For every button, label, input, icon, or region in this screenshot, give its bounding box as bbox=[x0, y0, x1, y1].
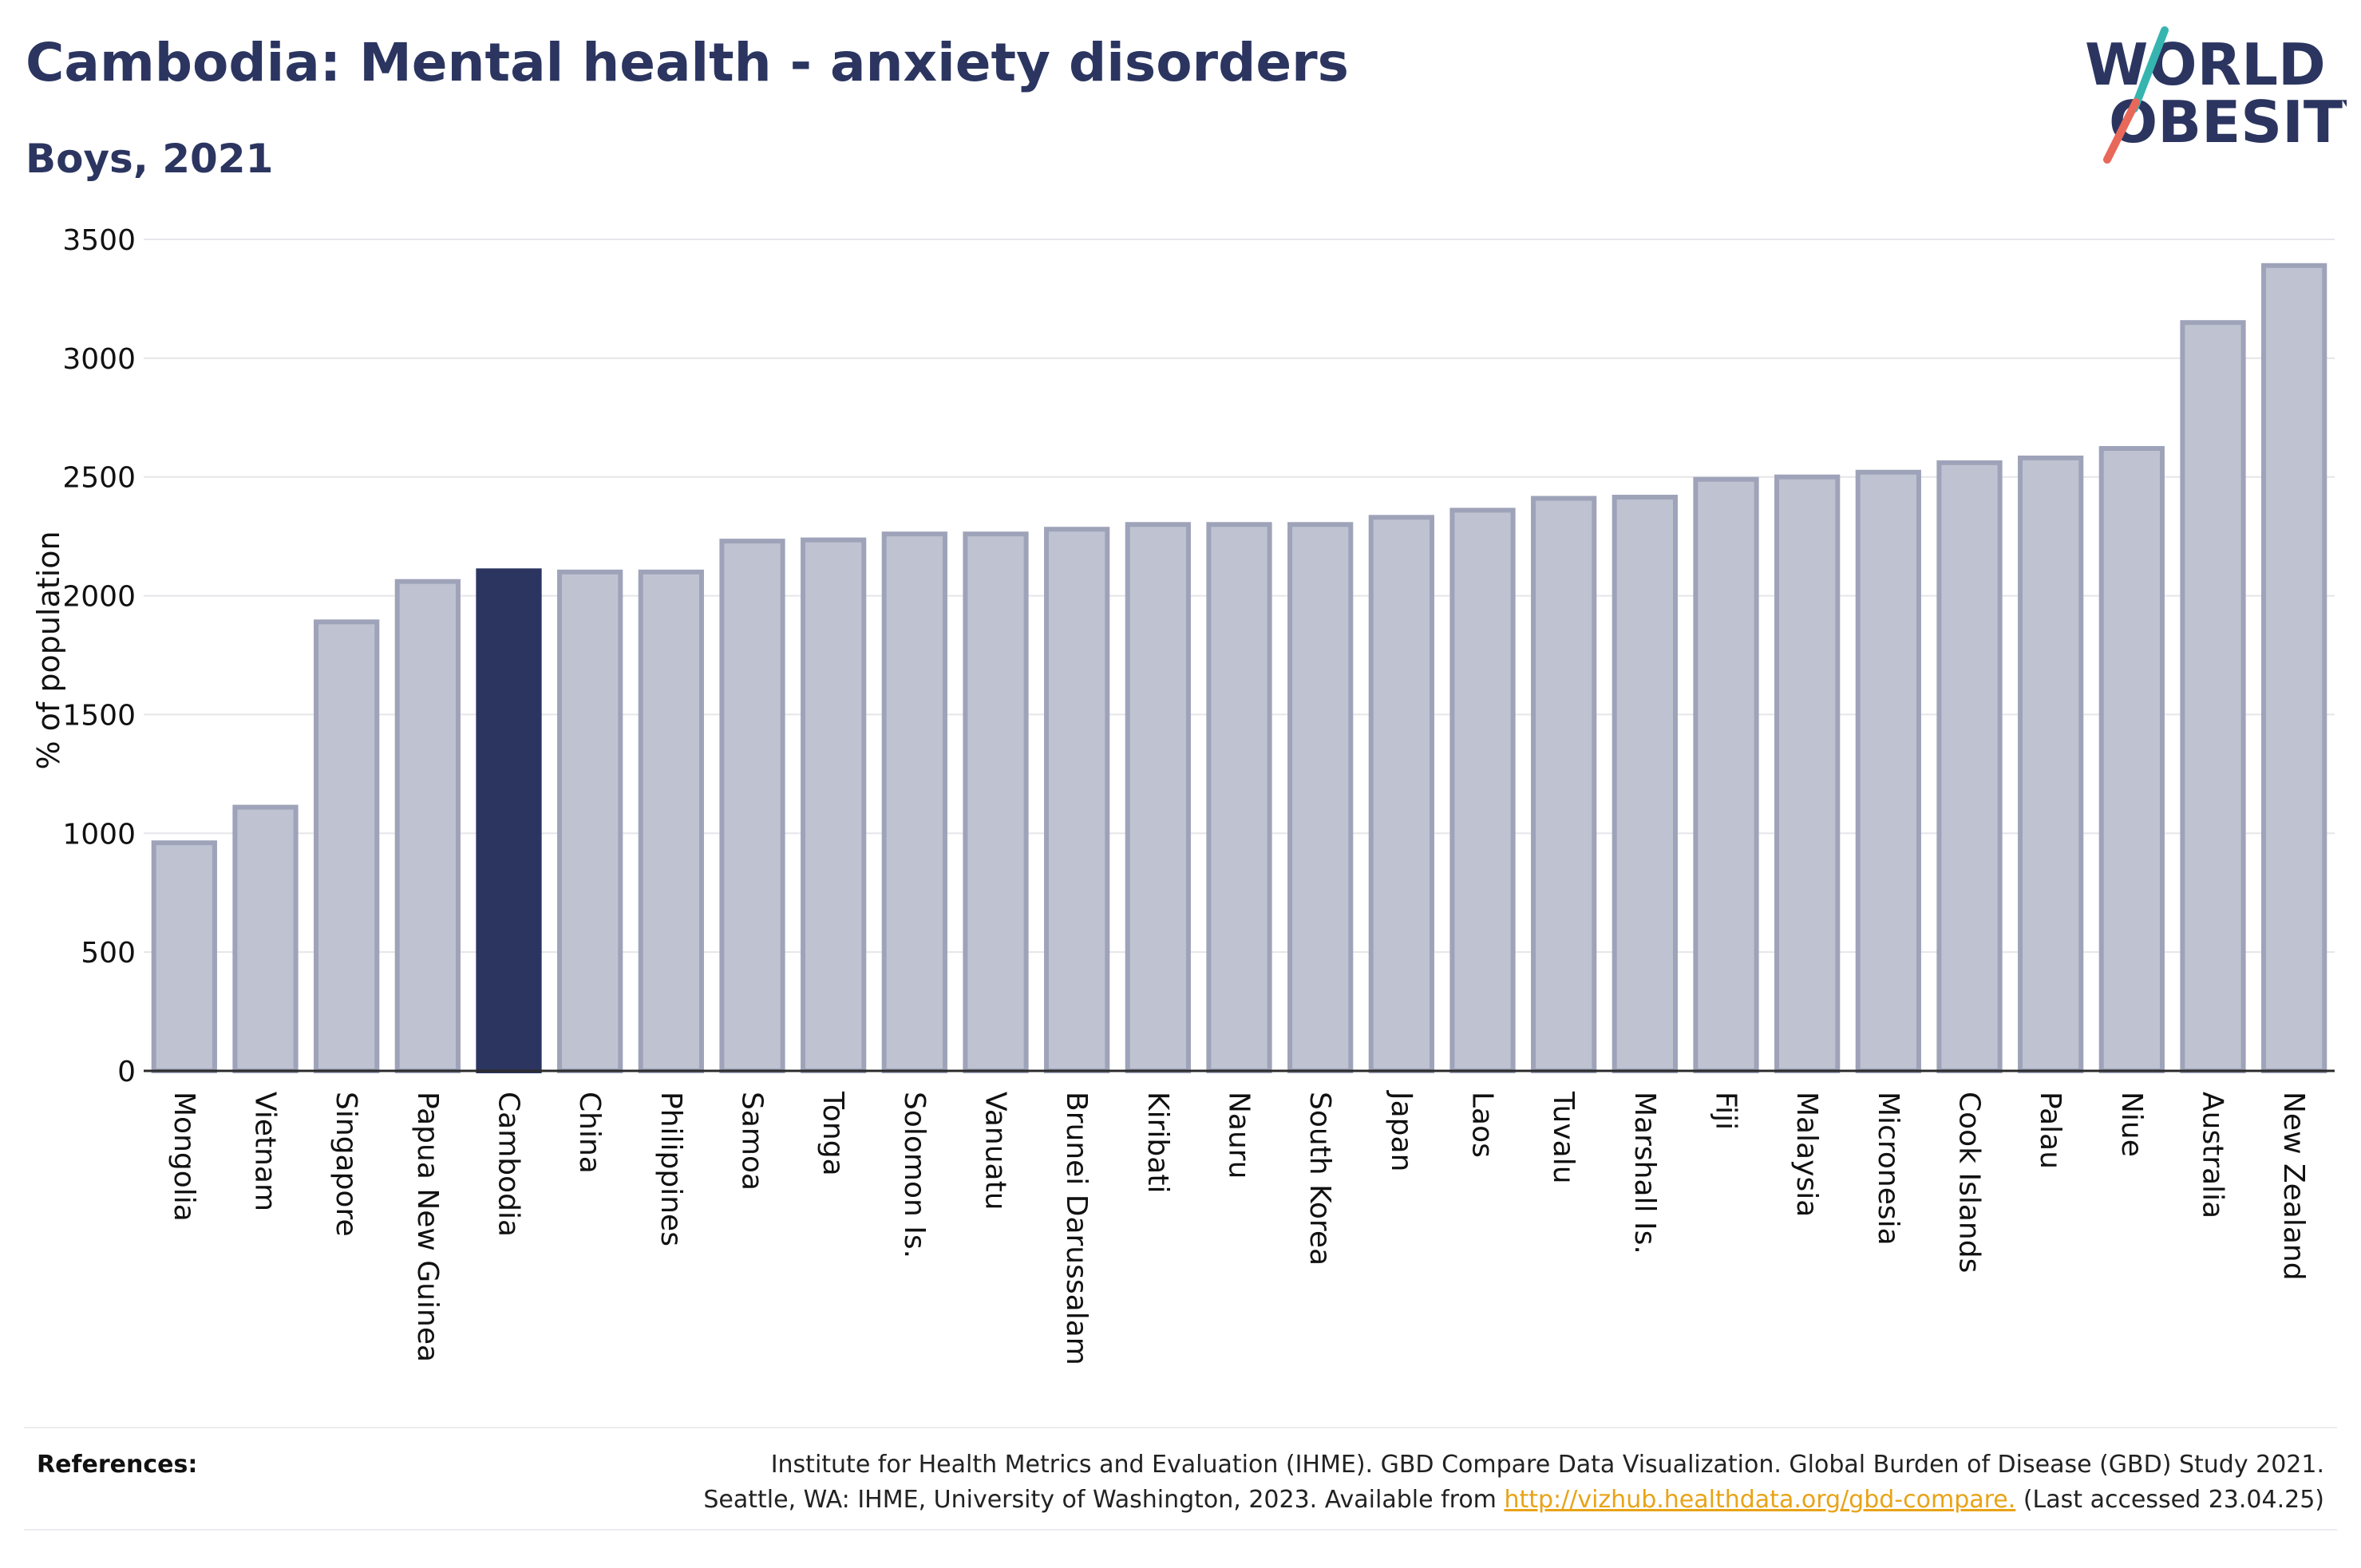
bar-south-korea bbox=[1287, 522, 1354, 1073]
y-tick-label: 3000 bbox=[62, 343, 136, 376]
bar-solomon-is bbox=[881, 531, 947, 1073]
logo-word-world: WORLD bbox=[2085, 31, 2326, 98]
logo-slash-teal bbox=[2130, 26, 2169, 113]
x-tick-label: Solomon Is. bbox=[898, 1092, 931, 1258]
bar-kiribati bbox=[1125, 522, 1191, 1073]
x-tick-label: Cook Islands bbox=[1953, 1092, 1986, 1273]
y-axis-ticks: 0 500 1000 1500 2000 2500 3000 3500 bbox=[62, 224, 136, 1088]
y-axis-label: % of population bbox=[31, 531, 66, 769]
bar-fiji bbox=[1693, 476, 1759, 1073]
bar-vanuatu bbox=[963, 531, 1029, 1073]
logo-word-obesity: OBESITY bbox=[2109, 89, 2347, 156]
bar-samoa bbox=[719, 539, 785, 1073]
chart-subtitle: Boys, 2021 bbox=[26, 136, 274, 182]
y-tick-label: 500 bbox=[81, 937, 136, 970]
bar-brunei-darussalam bbox=[1044, 527, 1110, 1073]
x-tick-label: Fiji bbox=[1710, 1092, 1742, 1130]
bar-marshall-is bbox=[1612, 495, 1678, 1073]
x-tick-label: Malaysia bbox=[1790, 1092, 1823, 1217]
x-tick-label: Kiribati bbox=[1141, 1092, 1174, 1193]
x-tick-label: Nauru bbox=[1223, 1092, 1256, 1179]
reference-link[interactable]: http://vizhub.healthdata.org/gbd-compare… bbox=[1504, 1486, 2016, 1514]
references-label: References: bbox=[37, 1451, 198, 1479]
x-tick-label: Samoa bbox=[736, 1092, 769, 1191]
x-tick-label: Singapore bbox=[330, 1092, 362, 1237]
bar-cambodia bbox=[476, 568, 542, 1073]
chart-title: Cambodia: Mental health - anxiety disord… bbox=[26, 32, 1349, 93]
y-tick-label: 2000 bbox=[62, 581, 136, 614]
references-section: References: Institute for Health Metrics… bbox=[24, 1427, 2337, 1530]
bar-micronesia bbox=[1855, 469, 1921, 1073]
logo-slash-coral bbox=[2103, 98, 2140, 164]
x-tick-label: Tuvalu bbox=[1547, 1091, 1580, 1184]
x-tick-label: Tonga bbox=[817, 1091, 849, 1176]
x-tick-label: Vietnam bbox=[249, 1092, 282, 1211]
bar-new-zealand bbox=[2261, 263, 2327, 1073]
world-obesity-logo: WORLD OBESITY bbox=[2085, 26, 2347, 164]
bar-malaysia bbox=[1774, 474, 1841, 1073]
reference-line-2-suffix: (Last accessed 23.04.25) bbox=[2015, 1486, 2324, 1514]
x-tick-label: Cambodia bbox=[492, 1092, 525, 1237]
bar-mongolia bbox=[151, 840, 217, 1074]
y-tick-label: 1500 bbox=[62, 699, 136, 732]
bars bbox=[151, 263, 2327, 1074]
bar-singapore bbox=[314, 619, 380, 1073]
bar-tuvalu bbox=[1531, 496, 1597, 1073]
bar-nauru bbox=[1206, 522, 1272, 1073]
x-tick-label: New Zealand bbox=[2277, 1092, 2310, 1281]
bar-laos bbox=[1449, 508, 1516, 1073]
x-tick-label: China bbox=[573, 1092, 606, 1174]
y-tick-label: 2500 bbox=[62, 462, 136, 495]
bar-tonga bbox=[801, 537, 867, 1073]
bar-palau bbox=[2018, 455, 2084, 1073]
x-tick-label: Micronesia bbox=[1872, 1092, 1904, 1246]
bar-niue bbox=[2098, 445, 2165, 1073]
x-tick-label: Marshall Is. bbox=[1628, 1092, 1661, 1254]
y-tick-label: 0 bbox=[117, 1056, 136, 1088]
y-tick-label: 3500 bbox=[62, 224, 136, 257]
reference-line-1: Institute for Health Metrics and Evaluat… bbox=[770, 1451, 2324, 1479]
bar-cook-islands bbox=[1936, 460, 2003, 1073]
bar-japan bbox=[1368, 515, 1434, 1073]
x-tick-label: Brunei Darussalam bbox=[1060, 1092, 1093, 1365]
x-tick-label: Papua New Guinea bbox=[411, 1092, 444, 1362]
bar-papua-new-guinea bbox=[394, 579, 461, 1073]
reference-line-2: Seattle, WA: IHME, University of Washing… bbox=[703, 1483, 2324, 1518]
x-tick-label: Palau bbox=[2034, 1092, 2066, 1169]
bar-australia bbox=[2180, 320, 2246, 1073]
x-tick-label: Japan bbox=[1385, 1090, 1418, 1171]
x-tick-label: Australia bbox=[2197, 1092, 2229, 1218]
x-tick-label: Laos bbox=[1466, 1092, 1499, 1158]
references-text: Institute for Health Metrics and Evaluat… bbox=[703, 1448, 2324, 1518]
x-axis-ticks: Mongolia Vietnam Singapore Papua New Guinea… bbox=[168, 1090, 2310, 1365]
x-tick-label: Mongolia bbox=[168, 1092, 200, 1222]
x-tick-label: South Korea bbox=[1303, 1092, 1336, 1266]
y-tick-label: 1000 bbox=[62, 818, 136, 851]
bar-philippines bbox=[638, 569, 704, 1073]
bar-china bbox=[557, 569, 623, 1073]
x-tick-label: Philippines bbox=[655, 1092, 687, 1246]
bar-chart: 0 500 1000 1500 2000 2500 3000 3500 % of popula… bbox=[31, 224, 2335, 1365]
bar-vietnam bbox=[232, 804, 299, 1074]
x-tick-label: Niue bbox=[2115, 1092, 2148, 1157]
x-tick-label: Vanuatu bbox=[979, 1092, 1012, 1211]
reference-line-2-prefix: Seattle, WA: IHME, University of Washing… bbox=[703, 1486, 1505, 1514]
